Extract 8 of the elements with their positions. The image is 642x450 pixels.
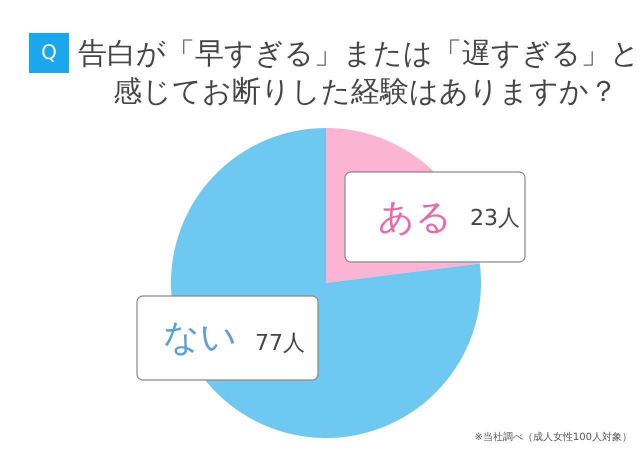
- data-label: 23人: [470, 206, 520, 231]
- slice-label: ない: [163, 317, 237, 358]
- slice-label: ある: [378, 197, 452, 238]
- text: ※当社調べ（成人女性100人対象）: [474, 431, 632, 443]
- text: Q: [41, 40, 57, 64]
- text: 感じてお断りした経験はありますか？: [113, 74, 618, 108]
- text: 告白が「早すぎる」または「遅すぎる」と: [78, 36, 640, 70]
- data-label: 77人: [255, 331, 305, 356]
